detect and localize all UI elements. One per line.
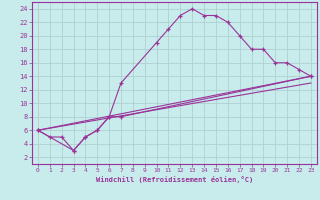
X-axis label: Windchill (Refroidissement éolien,°C): Windchill (Refroidissement éolien,°C) [96,176,253,183]
